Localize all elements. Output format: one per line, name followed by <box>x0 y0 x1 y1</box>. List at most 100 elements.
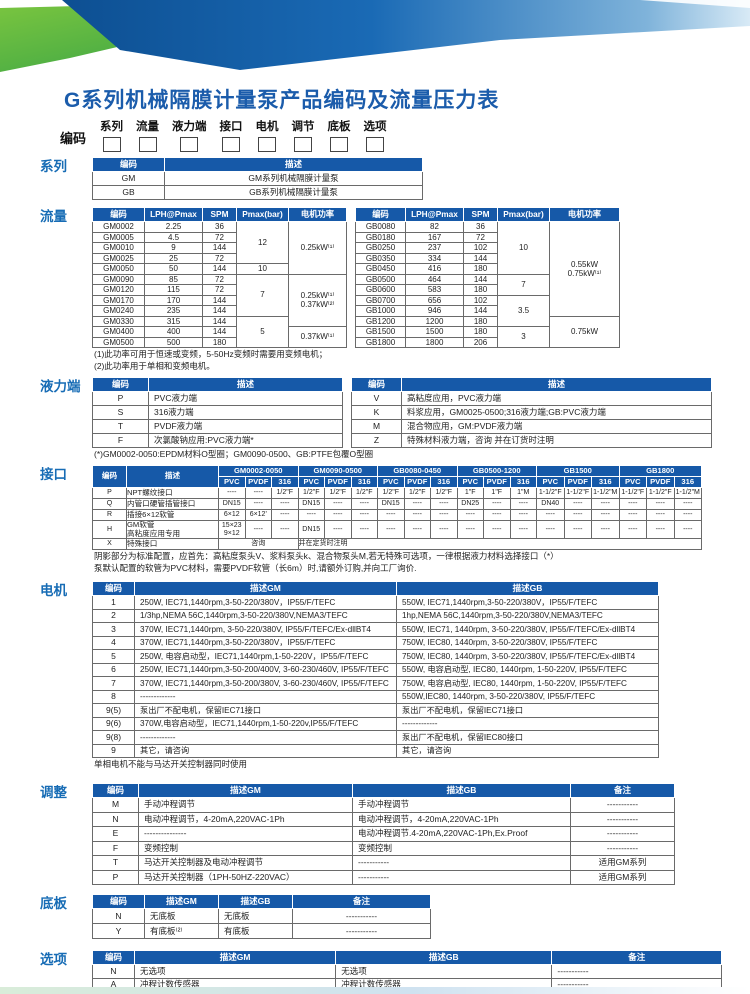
code-checkbox[interactable] <box>294 137 313 152</box>
table-cell: 750W, 电容启动型, IEC80, 1440rpm, 1-50-220V, … <box>396 676 659 691</box>
table-cell: 115 <box>144 284 203 296</box>
table-row: 2 1/3hp,NEMA 56C,1440rpm,3-50-220/380V,NE… <box>92 608 659 624</box>
section-label: 电机 <box>40 583 67 599</box>
table-cell: 1-1/2"F <box>646 487 675 499</box>
table-cell: 泵出厂不配电机，保留IEC71接口 <box>396 703 659 718</box>
section-label: 接口 <box>40 467 67 482</box>
table-cell: ---- <box>509 498 537 510</box>
table-row: GM GM系列机械隔膜计量泵 <box>92 171 423 186</box>
table-row: GM0002 2.25 36 12 0.25kW⁽¹⁾ <box>92 221 347 275</box>
table-row: V 高粘度应用，PVC液力端 <box>351 391 712 406</box>
code-checkbox[interactable] <box>138 137 157 152</box>
code-row: 编码 系列 流量 液力端 接口 电机 调节 底板 选项 <box>60 120 722 152</box>
table-cell: GB系列机械隔膜计量泵 <box>164 185 423 200</box>
table-cell: 插接6×12软管 <box>126 509 219 521</box>
table-cell: GB0500 <box>355 273 406 285</box>
column-header: GB1500 <box>536 466 620 477</box>
code-checkbox[interactable] <box>258 137 277 152</box>
table-cell: --------------- <box>138 826 353 842</box>
column-header: SPM <box>202 208 237 222</box>
table-row: 3 370W, IEC71,1440rpm, 3-50-220/380V, IP5… <box>92 622 659 637</box>
table-cell: 1/2"F <box>430 487 458 499</box>
table-cell: ----------- <box>292 908 431 925</box>
table-row: H GM软管 高粘度应用专用 15×23 9×12 ---- ---- DN15 ---- -… <box>92 519 702 540</box>
table-row: P PVC液力端 <box>92 391 343 406</box>
table-row: N 无选项 无选项 ----------- <box>92 964 722 979</box>
table-cell: 370W, IEC71,1440rpm,3-50-220/380V，IP55/F… <box>134 635 397 651</box>
table-cell: 656 <box>405 294 464 306</box>
table-row: E --------------- 电动冲程调节.4-20mA,220VAC-1Ph… <box>92 826 675 842</box>
motor-table-el: 编码 描述GM 描述GB 1 250W, IEC71,1440rpm,3-50-220/… <box>92 582 659 759</box>
table-cell: 电动冲程调节.4-20mA,220VAC-1Ph,Ex.Proof <box>352 826 571 842</box>
table-cell: ----------- <box>570 811 675 828</box>
code-field-label: 接口 <box>219 121 243 133</box>
table-cell: 370W, IEC71,1440rpm, 3-50-220/380V, IP55… <box>134 622 397 637</box>
code-checkbox[interactable] <box>366 137 385 152</box>
table-cell: 9(6) <box>92 716 135 732</box>
table-cell: P <box>92 487 127 499</box>
table-cell: 适用GM系列 <box>570 869 675 886</box>
table-cell: GB0450 <box>355 263 406 275</box>
code-checkbox[interactable] <box>180 137 199 152</box>
code-checkbox[interactable] <box>102 137 121 152</box>
code-field-6: 调节 <box>292 120 315 152</box>
table-cell: ----------- <box>292 923 431 940</box>
table-cell: DN15 <box>297 498 325 510</box>
column-header: Pmax(bar) <box>236 208 289 222</box>
table-row: 6 250W, IEC71,1440rpm,3-50-200/400V, 3-60… <box>92 662 659 678</box>
column-header: 描述 <box>164 158 423 172</box>
column-header: 编码 <box>92 951 135 966</box>
table-cell: 变频控制 <box>138 840 353 857</box>
table-row: N 电动冲程调节，4-20mA,220VAC-1Ph 电动冲程调节，4-20mA,2… <box>92 811 675 828</box>
table-cell: ---- <box>271 498 299 510</box>
table-cell: 144 <box>202 305 237 317</box>
table-cell: 有底板 <box>218 923 293 940</box>
table-cell: ---- <box>377 509 405 521</box>
table-cell: DN25 <box>456 498 484 510</box>
table-cell: 72 <box>202 231 237 243</box>
table-cell: 3.5 <box>497 294 550 327</box>
table-cell: 144 <box>202 242 237 254</box>
column-header: Pmax(bar) <box>497 208 550 222</box>
table-cell: ---- <box>244 487 272 499</box>
table-cell: 10 <box>497 221 550 275</box>
table-cell: 电动冲程调节，4-20mA,220VAC-1Ph <box>352 811 571 828</box>
column-header: LPH@Pmax <box>144 208 203 222</box>
table-cell: 370W, IEC71,1440rpm,3-50-200/380V, 3-60-… <box>134 676 397 691</box>
section-flow: 流量 编码 LPH@Pmax SPM Pmax(bar) 电机功率 GM0002 2.25 3… <box>40 208 722 372</box>
section-label: 流量 <box>40 209 67 224</box>
hydraulic-right-table-el: 编码 描述 V 高粘度应用，PVC液力端 K 料浆应用，GM0025-0500;316液力… <box>351 378 712 448</box>
table-cell: 其它，请咨询 <box>396 743 659 759</box>
code-field-5: 电机 <box>256 120 279 152</box>
table-cell: 2.25 <box>144 221 203 233</box>
column-header: PVDF <box>646 476 675 488</box>
table-row: GB0180 167 72 <box>355 231 620 243</box>
table-cell: 7 <box>236 273 289 317</box>
code-checkbox[interactable] <box>330 137 349 152</box>
series-table-el: 编码 描述 GM GM系列机械隔膜计量泵 GB GB系列机械隔膜计量泵 <box>92 158 423 200</box>
table-cell: E <box>92 826 139 842</box>
table-cell: ----------- <box>352 869 571 886</box>
table-cell: 370W,电容启动型，IEC71,1440rpm,1-50-220v,IP55/… <box>134 716 397 732</box>
table-cell: 1"F <box>483 487 511 499</box>
table-cell: GM0400 <box>92 326 145 338</box>
table-cell: ---- <box>403 519 431 540</box>
column-header: 编码 <box>92 466 127 488</box>
table-cell: 36 <box>463 221 498 233</box>
column-header: GM0090-0500 <box>297 466 378 477</box>
table-row: GM0025 25 72 <box>92 252 347 264</box>
table-cell: ------------- <box>134 730 397 745</box>
column-header: 电机功率 <box>549 208 620 222</box>
table-row: GM0500 500 180 <box>92 336 347 348</box>
column-header: 描述GM <box>144 895 219 910</box>
table-cell: 72 <box>202 273 237 285</box>
table-cell: 4.5 <box>144 231 203 243</box>
table-cell: GM0240 <box>92 305 145 317</box>
code-checkbox[interactable] <box>222 137 241 152</box>
table-cell: 250W, IEC71,1440rpm,3-50-220/380V，IP55/F… <box>134 595 397 610</box>
table-cell: K <box>351 405 402 420</box>
column-header: 描述 <box>401 378 712 392</box>
table-cell: N <box>92 964 135 979</box>
table-cell: Q <box>92 498 127 510</box>
table-cell: T <box>92 419 149 434</box>
